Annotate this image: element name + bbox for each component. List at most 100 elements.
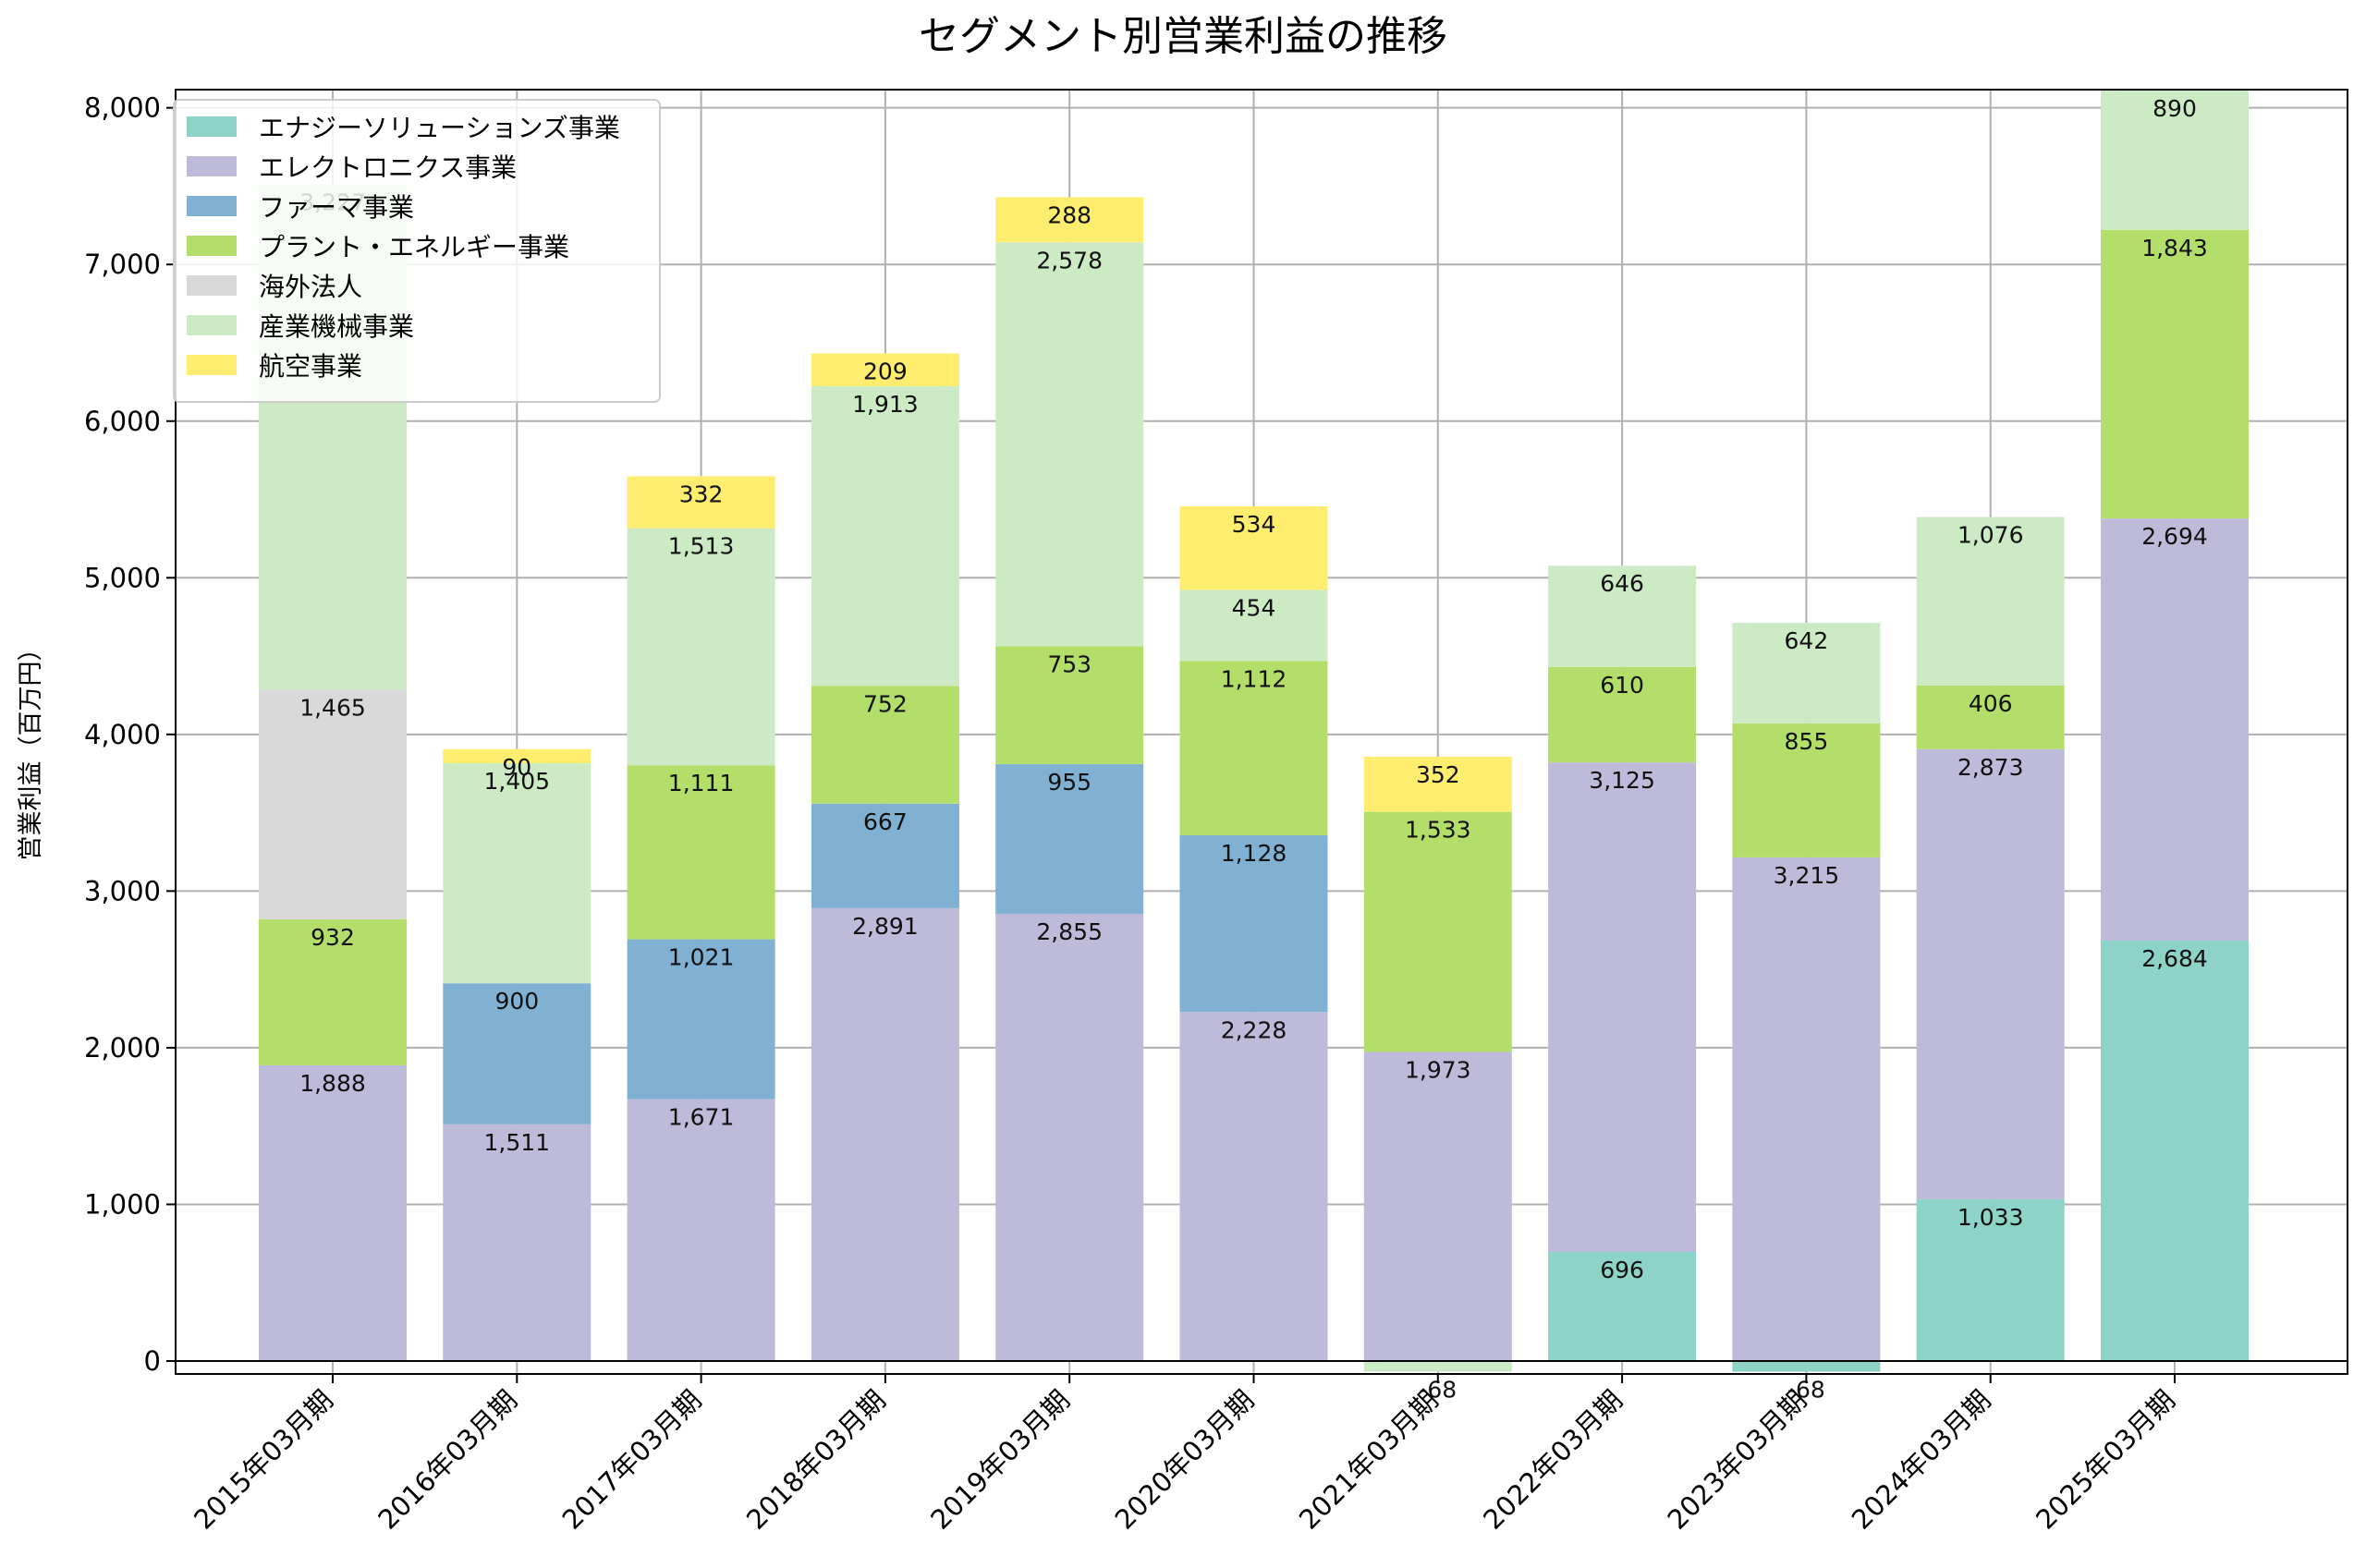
bar-segment xyxy=(811,686,959,804)
bar-segment xyxy=(1179,1012,1328,1361)
data-label: 855 xyxy=(1785,728,1829,755)
legend-swatch xyxy=(187,355,237,375)
bar-segment xyxy=(811,353,959,386)
bar-segment xyxy=(1363,811,1512,1052)
bar-segment xyxy=(2101,518,2249,941)
bar-segment xyxy=(995,242,1144,647)
legend-entry-label: エレクトロニクス事業 xyxy=(259,152,517,183)
data-label: 3,125 xyxy=(1589,767,1655,794)
bar-segment xyxy=(259,689,407,919)
data-label: 646 xyxy=(1600,570,1644,597)
bar-segment xyxy=(1548,666,1697,763)
data-label: 352 xyxy=(1416,761,1460,788)
bar-segment xyxy=(1732,857,1881,1361)
data-label: 1,021 xyxy=(668,944,735,971)
bar-segment xyxy=(995,646,1144,765)
data-label: 955 xyxy=(1047,769,1092,796)
bar-segment xyxy=(1179,590,1328,662)
data-label: 696 xyxy=(1600,1257,1644,1283)
legend-box xyxy=(173,99,661,403)
bar-segment xyxy=(443,983,592,1124)
data-label: 1,511 xyxy=(484,1129,551,1156)
y-tick-label: 4,000 xyxy=(84,719,161,750)
data-label: 288 xyxy=(1047,201,1092,228)
data-label: 2,684 xyxy=(2141,945,2208,972)
x-tick-label: 2024年03月期 xyxy=(1846,1384,1997,1536)
bar-segment xyxy=(1548,1252,1697,1361)
data-label: 534 xyxy=(1232,511,1276,538)
bar-segment xyxy=(2101,90,2249,230)
legend-entry-label: 海外法人 xyxy=(259,272,362,302)
bar-segment xyxy=(1916,685,2065,749)
data-label: 2,578 xyxy=(1036,247,1103,273)
bars xyxy=(259,90,2249,1372)
data-label: 890 xyxy=(2153,95,2197,122)
data-label: 610 xyxy=(1600,672,1644,699)
data-label: 1,843 xyxy=(2141,235,2208,261)
bar-segment xyxy=(1916,517,2065,686)
legend-swatch xyxy=(187,315,237,335)
data-label: 1,033 xyxy=(1957,1204,2024,1231)
bar-segment xyxy=(443,1124,592,1361)
bar-segment xyxy=(627,1099,775,1361)
bar-segment xyxy=(1179,661,1328,836)
bar-segment xyxy=(811,907,959,1361)
data-label: 1,112 xyxy=(1221,665,1287,692)
bar-segment xyxy=(995,764,1144,914)
legend-swatch xyxy=(187,196,237,216)
y-tick-label: 6,000 xyxy=(84,406,161,437)
y-tick-label: 8,000 xyxy=(84,92,161,124)
data-label: 1,533 xyxy=(1405,817,1471,844)
x-tick-label: 2018年03月期 xyxy=(740,1384,892,1536)
data-label: 90 xyxy=(502,754,531,781)
x-tick-label: 2016年03月期 xyxy=(372,1384,523,1536)
legend-swatch xyxy=(187,116,237,137)
y-tick-label: 5,000 xyxy=(84,562,161,593)
data-label: 3,215 xyxy=(1774,862,1840,889)
legend-entry-label: エナジーソリューションズ事業 xyxy=(259,113,620,143)
bar-segment xyxy=(811,803,959,908)
bar-segment xyxy=(1363,1051,1512,1361)
data-label: 406 xyxy=(1969,690,2013,717)
bar-segment xyxy=(1363,1361,1512,1372)
data-label: 752 xyxy=(863,690,908,717)
data-label: 900 xyxy=(494,988,539,1015)
legend-swatch xyxy=(187,156,237,176)
chart-title: セグメント別営業利益の推移 xyxy=(919,13,1447,60)
bar-segment xyxy=(1179,505,1328,590)
data-label: 932 xyxy=(311,924,355,951)
bar-segment xyxy=(995,197,1144,243)
data-label: 2,694 xyxy=(2141,523,2208,550)
data-label: 209 xyxy=(863,359,908,385)
data-label: 1,973 xyxy=(1405,1056,1471,1083)
bar-segment xyxy=(1916,1198,2065,1361)
bar-segment xyxy=(627,476,775,529)
y-tick-label: 0 xyxy=(144,1345,161,1377)
x-tick-label: 2019年03月期 xyxy=(924,1384,1076,1536)
y-tick-label: 7,000 xyxy=(84,249,161,280)
legend-entry-label: 航空事業 xyxy=(259,351,362,382)
y-tick-label: 2,000 xyxy=(84,1032,161,1064)
bar-segment xyxy=(2101,940,2249,1361)
data-label: 1,076 xyxy=(1957,522,2024,549)
y-axis-label: 営業利益（百万円） xyxy=(17,637,45,861)
bar-segment xyxy=(443,763,592,984)
y-tick-label: 1,000 xyxy=(84,1188,161,1220)
data-label: 2,873 xyxy=(1957,754,2024,781)
y-tick-label: 3,000 xyxy=(84,875,161,906)
data-label: 1,671 xyxy=(668,1104,735,1131)
data-label: 1,513 xyxy=(668,533,735,560)
legend-swatch xyxy=(187,236,237,256)
bar-segment xyxy=(627,765,775,940)
bar-segment xyxy=(443,748,592,764)
bar-segment xyxy=(627,528,775,766)
data-label: 1,405 xyxy=(484,768,551,795)
bar-segment xyxy=(1916,748,2065,1199)
bar-segment xyxy=(1732,1361,1881,1372)
legend-entry-label: プラント・エネルギー事業 xyxy=(259,232,569,262)
bar-segment xyxy=(811,385,959,687)
data-label: 2,228 xyxy=(1221,1016,1287,1043)
data-label: 1,888 xyxy=(299,1070,366,1097)
legend-swatch xyxy=(187,275,237,296)
